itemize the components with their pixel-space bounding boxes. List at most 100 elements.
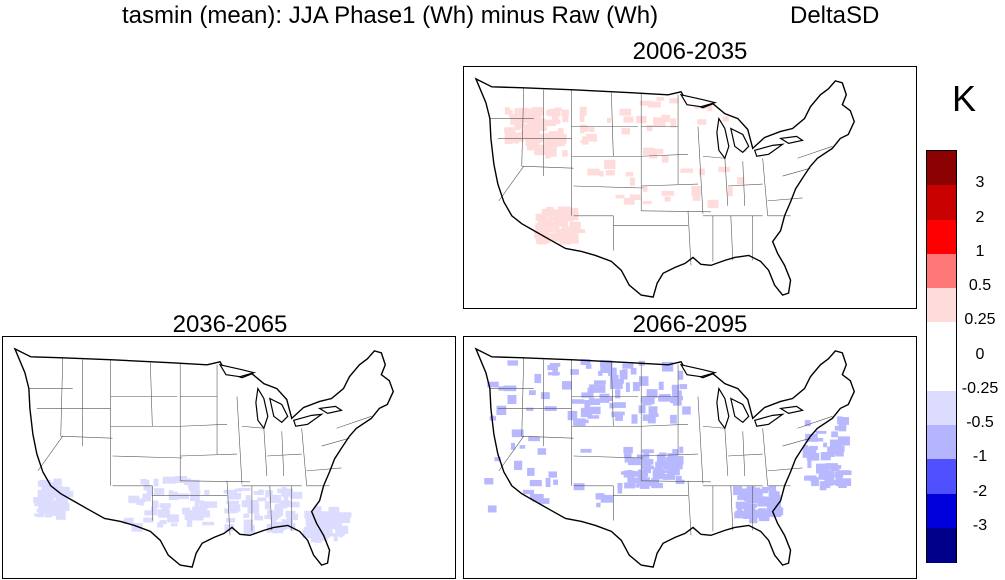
anomaly-cell: [600, 494, 613, 503]
figure-title: tasmin (mean): JJA Phase1 (Wh) minus Raw…: [0, 0, 1005, 34]
anomaly-cell: [697, 119, 707, 125]
anomaly-cell: [315, 531, 328, 541]
anomaly-cell: [233, 507, 239, 514]
anomaly-cell: [243, 525, 255, 535]
anomaly-cell: [831, 431, 838, 438]
anomaly-cell: [804, 475, 811, 480]
anomaly-cell: [622, 369, 628, 374]
anomaly-cell: [55, 511, 66, 520]
colorbar-swatch: [927, 151, 956, 186]
anomaly-cell: [631, 414, 638, 424]
great-lake: [716, 116, 730, 160]
anomaly-cell: [593, 380, 606, 385]
anomaly-cell: [839, 417, 850, 425]
anomaly-cell: [636, 454, 647, 460]
great-lake: [778, 405, 805, 414]
anomaly-cell: [303, 526, 314, 533]
anomaly-cell: [662, 155, 669, 163]
state-boundary: [60, 357, 64, 437]
anomaly-cell: [305, 514, 319, 525]
anomaly-cell: [487, 505, 497, 513]
state-boundary: [37, 436, 63, 472]
anomaly-cell: [627, 474, 633, 483]
anomaly-cell: [592, 384, 606, 393]
map-panel-2006-2035: [463, 66, 917, 309]
anomaly-cell: [829, 439, 843, 448]
anomaly-cell: [184, 513, 195, 521]
anomaly-cell: [561, 212, 573, 220]
anomaly-cell: [768, 495, 781, 502]
state-boundary: [112, 455, 183, 459]
state-boundary: [797, 416, 833, 429]
state-boundary: [702, 155, 725, 159]
anomaly-cell: [237, 487, 251, 491]
anomaly-cell: [316, 526, 325, 531]
anomaly-cell: [510, 115, 515, 125]
anomaly-cell: [629, 177, 636, 186]
anomaly-cell: [671, 390, 682, 396]
anomaly-cell: [637, 475, 647, 479]
anomaly-cell: [327, 513, 338, 523]
anomaly-cell: [225, 518, 236, 523]
anomaly-cell: [509, 113, 520, 118]
anomaly-cell: [608, 367, 617, 376]
anomaly-cell: [537, 448, 547, 455]
anomaly-cell: [561, 109, 569, 116]
anomaly-cell: [646, 124, 653, 132]
anomaly-cell: [36, 513, 45, 518]
state-boundary: [150, 362, 153, 427]
anomaly-cell: [511, 429, 524, 438]
figure-title-text: tasmin (mean): JJA Phase1 (Wh) minus Raw…: [122, 2, 659, 29]
state-boundary: [742, 431, 746, 476]
anomaly-cell: [679, 446, 684, 454]
anomaly-cell: [638, 405, 646, 414]
great-lake: [729, 127, 750, 154]
anomaly-cell: [513, 460, 523, 471]
anomaly-cell: [161, 504, 170, 514]
anomaly-cell: [628, 457, 641, 466]
anomaly-cell: [835, 476, 843, 487]
anomaly-cell: [642, 185, 648, 192]
great-lake: [255, 386, 269, 430]
colorbar-swatch: [927, 253, 956, 289]
anomaly-cell: [274, 506, 284, 517]
anomaly-cell: [142, 493, 151, 502]
anomaly-cell: [281, 519, 290, 530]
anomaly-cell: [162, 476, 176, 484]
anomaly-cell: [515, 107, 529, 114]
state-boundary: [521, 87, 525, 167]
anomaly-cell: [621, 127, 631, 135]
anomaly-cell: [167, 514, 179, 523]
state-boundary: [727, 183, 763, 187]
anomaly-cell: [314, 506, 322, 515]
anomaly-cell: [281, 487, 287, 497]
anomaly-cell: [269, 511, 277, 519]
anomaly-cell: [667, 468, 674, 478]
state-boundary: [742, 161, 746, 206]
anomaly-cell: [247, 503, 260, 514]
anomaly-cell: [655, 461, 663, 469]
anomaly-cell: [527, 467, 535, 476]
anomaly-cell: [319, 518, 332, 526]
anomaly-cell: [643, 449, 650, 459]
anomaly-cell: [547, 365, 556, 371]
anomaly-cell: [243, 513, 250, 518]
anomaly-cell: [661, 114, 671, 123]
anomaly-cell: [625, 382, 630, 392]
great-lake: [292, 413, 324, 427]
anomaly-cell: [333, 535, 338, 542]
state-boundary: [611, 92, 614, 157]
anomaly-cell: [580, 140, 588, 144]
anomaly-cell: [528, 112, 537, 119]
anomaly-cell: [609, 402, 615, 409]
anomaly-cell: [802, 449, 814, 458]
anomaly-cell: [605, 170, 615, 176]
anomaly-cell: [838, 482, 847, 488]
state-boundary: [180, 480, 250, 483]
anomaly-cell: [321, 527, 326, 534]
anomaly-cell: [168, 490, 174, 496]
anomaly-cell: [528, 436, 540, 442]
state-boundary: [702, 425, 725, 429]
anomaly-cell: [678, 370, 684, 380]
anomaly-cell: [42, 495, 52, 504]
